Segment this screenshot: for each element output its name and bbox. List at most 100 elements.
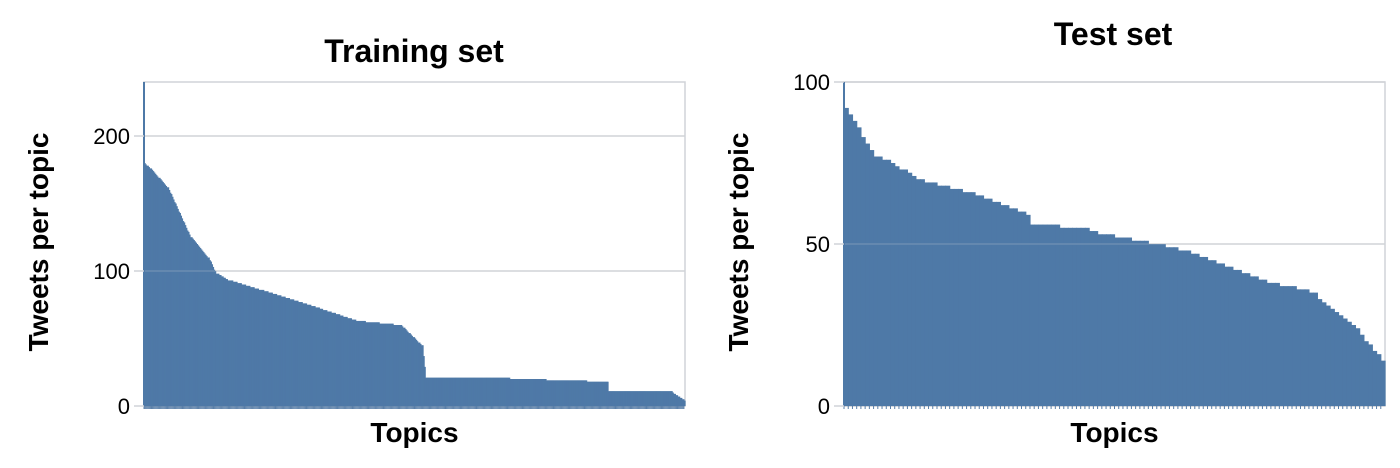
bar xyxy=(503,377,505,406)
bar xyxy=(326,311,329,406)
bar xyxy=(928,182,934,406)
bar xyxy=(1046,224,1052,406)
bar xyxy=(509,379,512,406)
bar xyxy=(213,269,216,406)
bar xyxy=(272,293,274,406)
bar xyxy=(987,198,993,406)
bar xyxy=(219,275,222,406)
bar xyxy=(449,377,452,406)
bar xyxy=(151,169,154,406)
bar xyxy=(636,391,639,406)
bar xyxy=(413,337,416,406)
bar xyxy=(1114,237,1120,406)
bar xyxy=(629,391,632,406)
bar xyxy=(203,253,206,406)
bar xyxy=(335,314,338,406)
bar xyxy=(466,377,469,406)
bar xyxy=(343,316,346,406)
bar xyxy=(924,182,930,406)
bar xyxy=(208,257,210,406)
bar xyxy=(1190,253,1196,406)
bar xyxy=(625,391,627,406)
bar xyxy=(339,315,342,406)
bar xyxy=(194,241,196,406)
bar xyxy=(1351,325,1357,406)
bar xyxy=(645,391,648,406)
bar xyxy=(631,391,634,406)
bar xyxy=(553,380,556,406)
bar xyxy=(325,310,328,406)
bar xyxy=(1173,247,1179,406)
bar xyxy=(489,377,492,406)
bar xyxy=(541,379,544,406)
bar xyxy=(457,377,459,406)
bar xyxy=(856,127,862,407)
bar xyxy=(1262,279,1268,406)
bar xyxy=(156,176,159,406)
bar xyxy=(210,261,212,406)
bar xyxy=(674,393,676,406)
bar xyxy=(1325,305,1331,406)
bar xyxy=(1127,237,1133,406)
bar xyxy=(292,299,295,406)
bar xyxy=(648,391,651,406)
bar xyxy=(237,283,239,406)
bar xyxy=(594,381,596,406)
bar xyxy=(162,181,164,406)
bar xyxy=(996,201,1001,406)
bar xyxy=(647,391,650,406)
bar xyxy=(634,391,637,406)
bar xyxy=(353,319,356,406)
bar xyxy=(586,381,589,406)
bar xyxy=(296,300,299,406)
bar xyxy=(155,175,158,406)
bar xyxy=(662,391,665,406)
bar xyxy=(380,323,382,406)
bar xyxy=(464,377,467,406)
bar xyxy=(1249,276,1255,406)
test-chart-title: Test set xyxy=(1054,16,1173,52)
bar xyxy=(603,381,606,406)
bar xyxy=(295,300,298,406)
bar xyxy=(658,391,660,406)
bar xyxy=(1313,292,1318,406)
bar xyxy=(460,377,463,406)
bar xyxy=(1194,253,1200,406)
bar xyxy=(386,323,389,406)
training-x-ticks xyxy=(143,406,685,409)
bar xyxy=(282,296,285,406)
training-x-axis-label: Topics xyxy=(370,417,458,448)
bar xyxy=(562,380,564,406)
bar xyxy=(321,308,324,406)
bar xyxy=(372,322,375,406)
bar xyxy=(183,222,186,406)
bar xyxy=(1144,240,1149,406)
bar xyxy=(513,379,516,406)
bar xyxy=(256,288,258,406)
bar xyxy=(366,322,369,406)
bar xyxy=(522,379,525,406)
bar xyxy=(401,326,404,406)
bar xyxy=(148,167,150,406)
bar xyxy=(496,377,499,406)
bar xyxy=(597,381,599,406)
bar xyxy=(150,168,153,406)
bar xyxy=(393,325,395,406)
bar xyxy=(368,322,371,406)
bar xyxy=(209,260,211,406)
bar xyxy=(476,377,479,406)
bar xyxy=(323,310,326,406)
bar xyxy=(1287,286,1293,406)
bar xyxy=(261,289,264,406)
bar xyxy=(207,257,209,406)
bar xyxy=(577,380,579,406)
bar xyxy=(331,312,333,406)
bar xyxy=(677,396,680,406)
bar xyxy=(506,377,509,406)
bar xyxy=(244,284,247,406)
bar xyxy=(660,391,663,406)
bar xyxy=(525,379,528,406)
bar xyxy=(180,215,183,406)
bar xyxy=(167,187,170,406)
